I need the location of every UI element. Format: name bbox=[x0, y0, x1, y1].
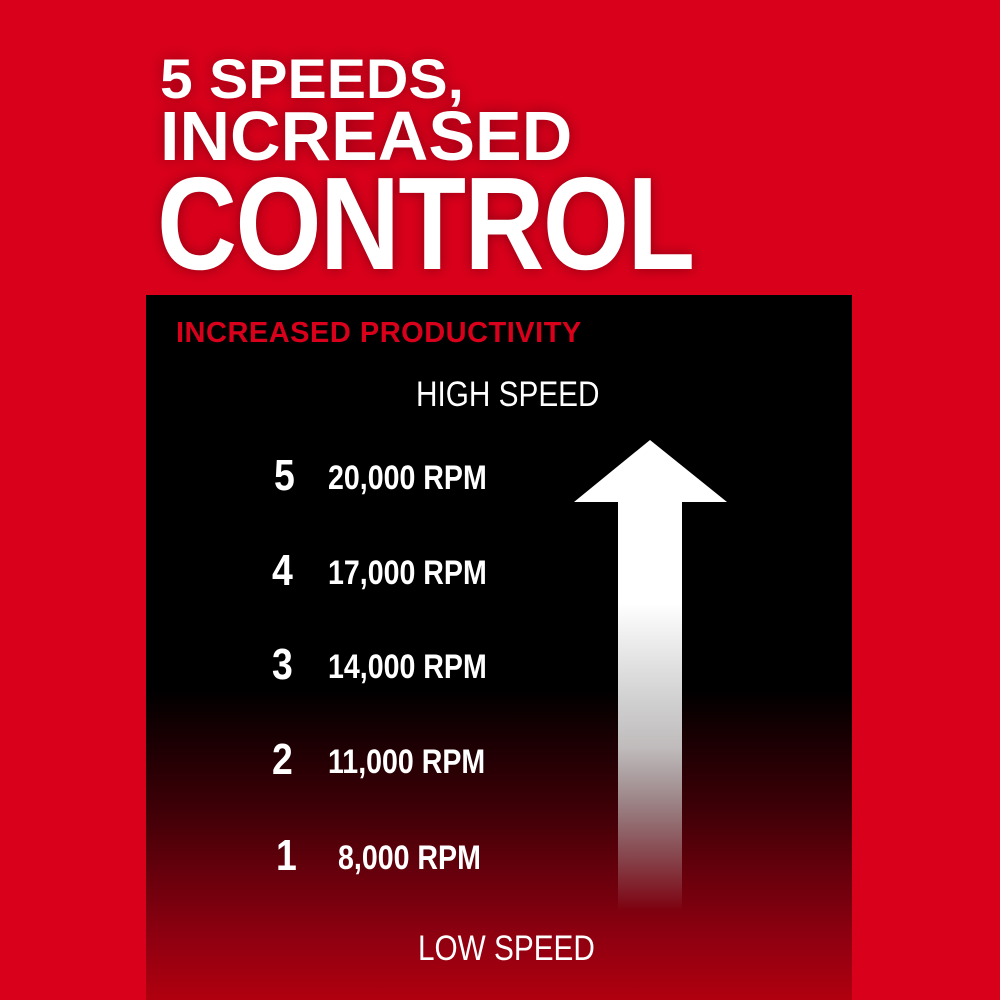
speed-rpm: 8,000 RPM bbox=[338, 839, 481, 877]
speed-level: 4 bbox=[272, 546, 293, 595]
speed-panel: INCREASED PRODUCTIVITY HIGH SPEED 5 20,0… bbox=[146, 295, 852, 1000]
speed-rpm: 20,000 RPM bbox=[328, 459, 487, 497]
headline-line-1: 5 SPEEDS, bbox=[160, 47, 464, 110]
speed-level: 3 bbox=[272, 640, 293, 689]
speed-level: 1 bbox=[276, 831, 297, 880]
speed-level: 2 bbox=[272, 735, 293, 784]
speed-rpm: 14,000 RPM bbox=[328, 648, 487, 686]
headline-line-2: INCREASED bbox=[160, 97, 573, 175]
speed-arrow-icon bbox=[574, 440, 727, 911]
speed-rpm: 11,000 RPM bbox=[328, 743, 486, 781]
speed-level: 5 bbox=[274, 451, 295, 500]
headline-line-3: CONTROL bbox=[157, 150, 695, 297]
high-speed-label: HIGH SPEED bbox=[416, 375, 600, 414]
speed-rpm: 17,000 RPM bbox=[328, 554, 487, 592]
panel-title: INCREASED PRODUCTIVITY bbox=[176, 317, 582, 349]
low-speed-label: LOW SPEED bbox=[418, 929, 595, 968]
